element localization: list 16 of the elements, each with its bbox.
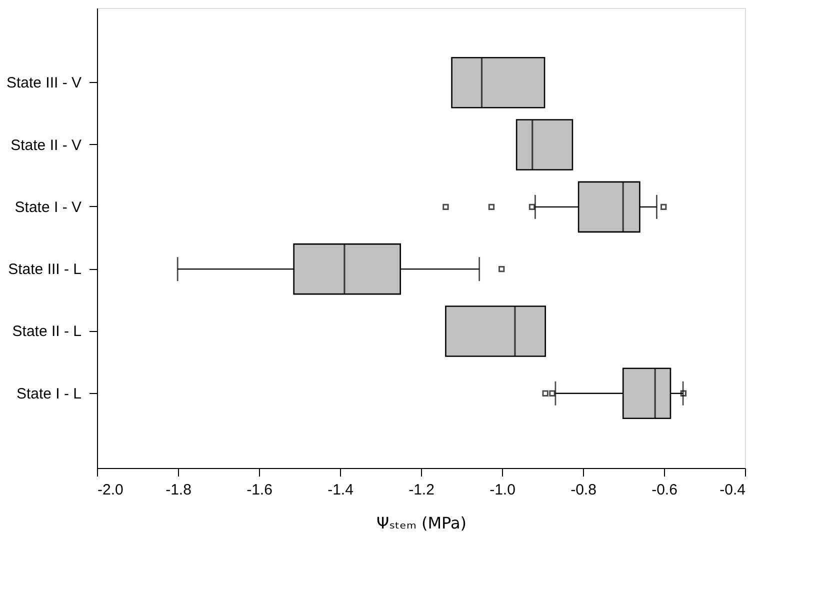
x-tick-label: -1.2 xyxy=(408,482,434,498)
x-tick-label: -0.6 xyxy=(652,482,678,498)
x-tick-label: -2.0 xyxy=(98,482,124,498)
x-axis-title: Ψₛₜₑₘ (MPa) xyxy=(376,514,467,532)
y-tick-label: State I - L xyxy=(16,385,82,402)
y-tick-label: State III - L xyxy=(8,261,82,278)
x-tick-label: -1.0 xyxy=(490,482,516,498)
y-tick-label: State II - V xyxy=(10,136,82,154)
x-tick-label: -1.6 xyxy=(246,482,272,498)
y-tick-label: State II - L xyxy=(12,323,82,340)
x-tick-label: -0.4 xyxy=(720,482,746,498)
x-tick-label: -0.8 xyxy=(570,482,596,498)
y-tick-label: State III - V xyxy=(6,74,82,92)
x-tick-label: -1.8 xyxy=(166,482,192,498)
y-tick-label: State I - V xyxy=(14,198,82,216)
x-tick-label: -1.4 xyxy=(328,482,354,498)
